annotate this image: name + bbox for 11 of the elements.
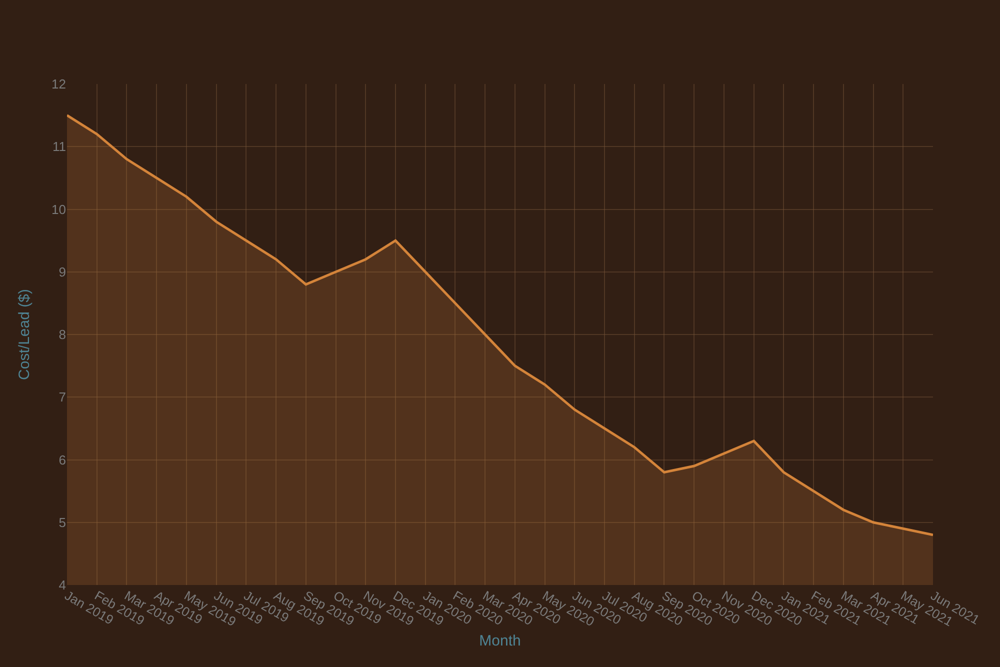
y-tick-label: 8 bbox=[58, 327, 66, 342]
y-tick-label: 5 bbox=[58, 514, 66, 530]
y-tick-label: 10 bbox=[52, 202, 66, 217]
y-tick-label: 12 bbox=[52, 76, 66, 92]
x-axis-title: Month bbox=[479, 632, 521, 650]
y-tick-label: 6 bbox=[58, 452, 66, 468]
y-tick-label: 11 bbox=[52, 139, 66, 154]
y-axis-title: Cost/Lead ($) bbox=[16, 289, 33, 380]
y-tick-label: 9 bbox=[58, 264, 66, 280]
y-tick-label: 4 bbox=[58, 578, 66, 593]
y-tick-label: 7 bbox=[58, 390, 66, 405]
